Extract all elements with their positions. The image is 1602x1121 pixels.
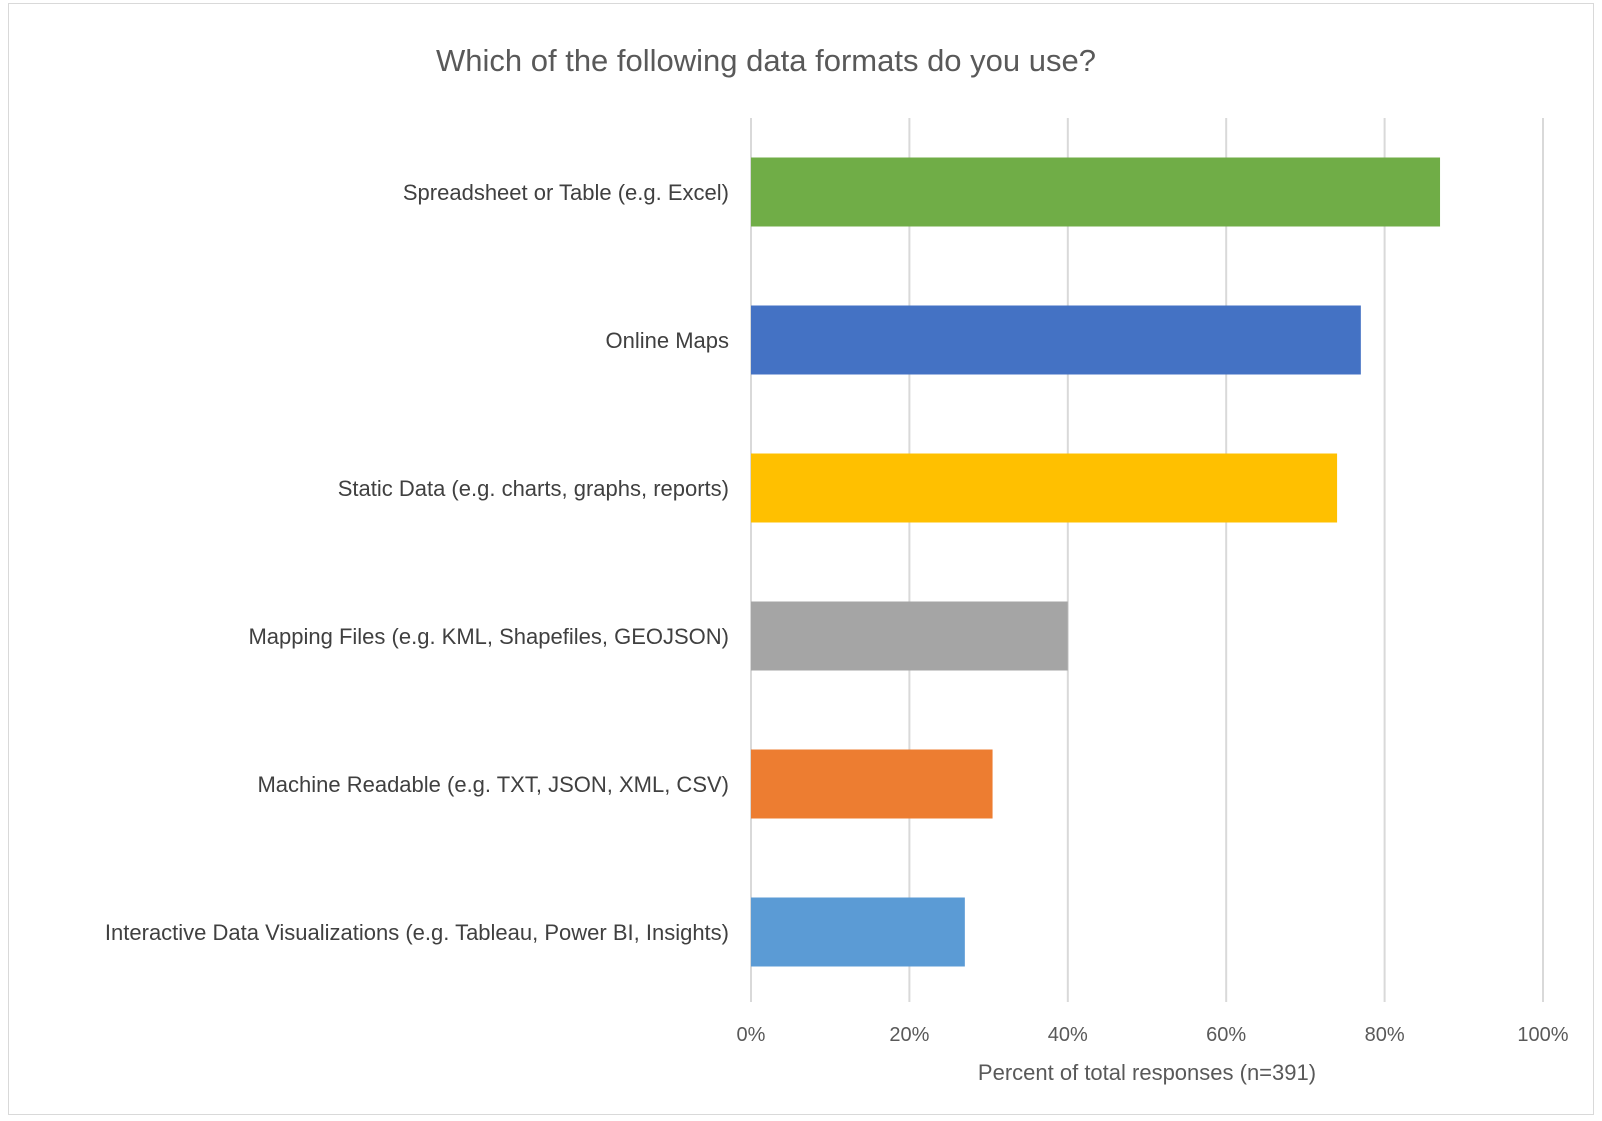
bar: [751, 305, 1361, 375]
bar: [751, 157, 1441, 227]
bar: [751, 749, 993, 819]
bars: [751, 157, 1441, 967]
x-tick-label: 20%: [889, 1024, 929, 1046]
category-label: Static Data (e.g. charts, graphs, report…: [338, 476, 729, 501]
x-tick-label: 40%: [1048, 1024, 1088, 1046]
category-labels: Spreadsheet or Table (e.g. Excel) Online …: [105, 180, 729, 945]
category-label: Mapping Files (e.g. KML, Shapefiles, GEO…: [248, 624, 729, 649]
category-label: Machine Readable (e.g. TXT, JSON, XML, C…: [257, 772, 729, 797]
gridlines: [750, 118, 1544, 1002]
x-tick-labels: 0% 20% 40% 60% 80% 100%: [737, 1024, 1569, 1046]
bar: [751, 897, 965, 967]
category-label: Spreadsheet or Table (e.g. Excel): [403, 180, 729, 205]
category-label: Interactive Data Visualizations (e.g. Ta…: [105, 920, 729, 945]
x-axis-title: Percent of total responses (n=391): [978, 1060, 1316, 1085]
x-tick-label: 80%: [1365, 1024, 1405, 1046]
bar: [751, 453, 1338, 523]
x-tick-label: 60%: [1206, 1024, 1246, 1046]
bar: [751, 601, 1068, 671]
x-tick-label: 100%: [1517, 1024, 1568, 1046]
x-tick-label: 0%: [737, 1024, 766, 1046]
category-label: Online Maps: [605, 328, 729, 353]
chart-title: Which of the following data formats do y…: [436, 43, 1096, 78]
